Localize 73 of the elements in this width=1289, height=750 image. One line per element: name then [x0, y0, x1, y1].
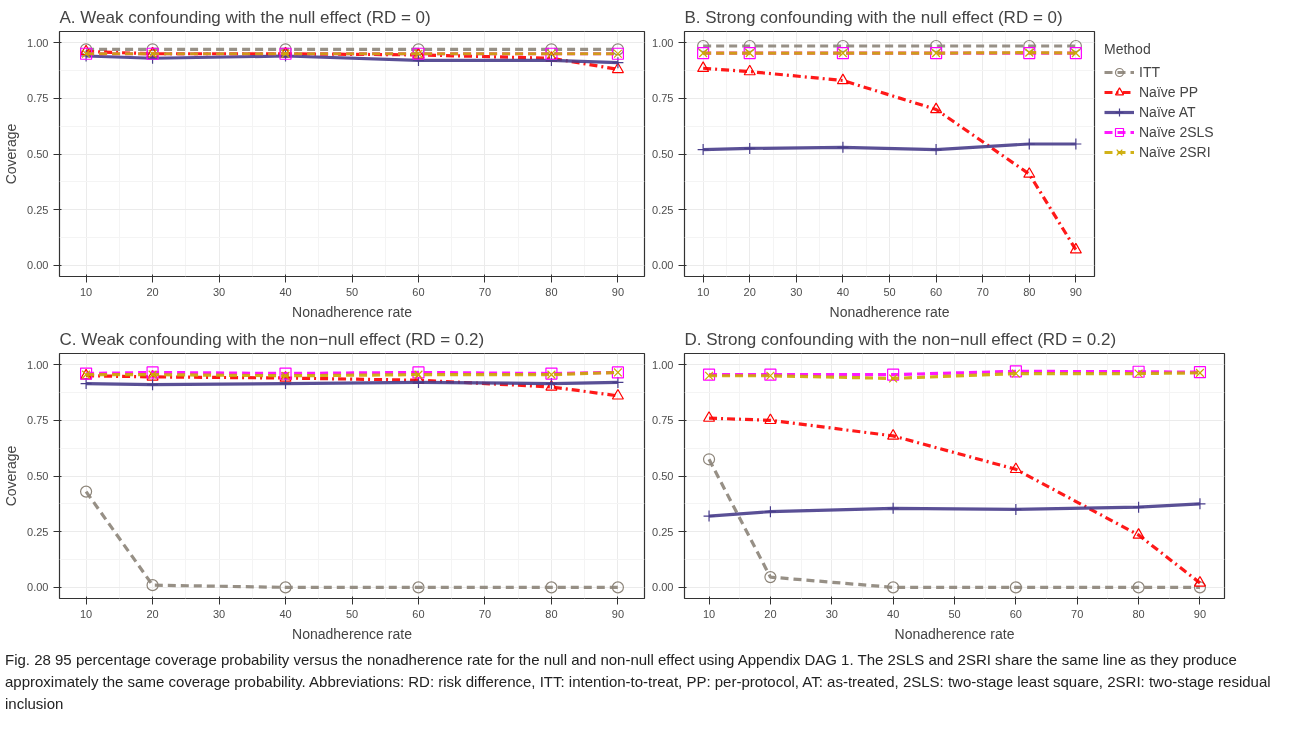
x-tick-label: 80: [545, 285, 558, 298]
y-tick-label: 1.00: [27, 358, 49, 371]
x-tick-label: 20: [764, 607, 777, 620]
y-tick-label: 0.50: [27, 148, 49, 160]
y-tick-label: 0.50: [652, 148, 674, 160]
x-tick-label: 70: [478, 607, 492, 620]
x-tick-label: 90: [1193, 607, 1207, 620]
y-tick-label: 1.00: [652, 36, 674, 49]
x-tick-label: 20: [146, 285, 159, 298]
x-tick-label: 60: [929, 285, 943, 298]
y-tick-label: 1.00: [652, 358, 674, 371]
y-axis-title: Coverage: [3, 445, 20, 507]
x-tick-label: 40: [836, 285, 850, 298]
y-tick-label: 0.25: [27, 203, 49, 216]
chart-title: A. Weak confounding with the null effect (RD = 0): [59, 7, 431, 27]
legend-label: Naïve AT: [1139, 104, 1196, 120]
x-tick-label: 50: [345, 285, 359, 298]
x-tick-label: 30: [212, 607, 226, 620]
x-tick-label: 80: [1023, 285, 1036, 298]
y-axis-title: Coverage: [3, 123, 20, 185]
x-tick-label: 30: [212, 285, 226, 298]
y-tick-label: 0.75: [27, 92, 49, 105]
legend-label: Naïve PP: [1139, 84, 1199, 100]
y-tick-label: 1.00: [27, 36, 49, 49]
x-tick-label: 10: [702, 607, 716, 620]
x-tick-label: 30: [825, 607, 838, 620]
x-axis-title: Nonadherence rate: [829, 303, 950, 320]
x-tick-label: 70: [976, 285, 989, 298]
x-tick-label: 60: [412, 285, 425, 298]
chart-title: D. Strong confounding with the non−null effect (RD = 0.2): [684, 329, 1117, 349]
y-tick-label: 0.50: [27, 470, 49, 482]
legend-title: Method: [1104, 41, 1152, 57]
x-tick-label: 10: [79, 607, 93, 620]
x-tick-label: 60: [412, 607, 425, 620]
x-tick-label: 20: [743, 285, 756, 298]
x-axis-title: Nonadherence rate: [894, 625, 1015, 642]
y-tick-label: 0.50: [652, 470, 674, 482]
chart-title: B. Strong confounding with the null effect (RD = 0): [684, 7, 1063, 27]
y-tick-label: 0.75: [27, 414, 49, 427]
x-tick-label: 50: [883, 285, 896, 298]
x-tick-label: 10: [697, 285, 710, 298]
x-tick-label: 90: [611, 607, 625, 620]
x-tick-label: 50: [345, 607, 359, 620]
legend-label: Naïve 2SRI: [1139, 144, 1211, 160]
y-tick-label: 0.00: [27, 259, 49, 272]
x-tick-label: 90: [611, 285, 625, 298]
x-tick-label: 50: [948, 607, 961, 620]
x-tick-label: 60: [1009, 607, 1022, 620]
x-tick-label: 30: [790, 285, 803, 298]
y-tick-label: 0.25: [652, 203, 674, 216]
x-tick-label: 40: [279, 285, 292, 298]
legend-label: Naïve 2SLS: [1139, 124, 1214, 140]
y-tick-label: 0.25: [27, 525, 49, 538]
x-axis-title: Nonadherence rate: [292, 625, 413, 642]
x-tick-label: 10: [79, 285, 93, 298]
x-tick-label: 80: [545, 607, 558, 620]
x-tick-label: 20: [146, 607, 159, 620]
x-tick-label: 80: [1132, 607, 1145, 620]
y-tick-label: 0.00: [27, 581, 49, 594]
x-tick-label: 40: [887, 607, 900, 620]
x-tick-label: 70: [478, 285, 492, 298]
y-tick-label: 0.25: [652, 525, 674, 538]
x-axis-title: Nonadherence rate: [292, 303, 413, 320]
y-tick-label: 0.00: [652, 581, 674, 594]
x-tick-label: 70: [1071, 607, 1084, 620]
y-tick-label: 0.75: [652, 92, 674, 105]
x-tick-label: 40: [279, 607, 292, 620]
legend-label: ITT: [1139, 64, 1160, 80]
y-tick-label: 0.75: [652, 414, 674, 427]
y-tick-label: 0.00: [652, 259, 674, 272]
x-tick-label: 90: [1069, 285, 1082, 298]
chart-title: C. Weak confounding with the non−null effect (RD = 0.2): [59, 329, 485, 349]
caption: Fig. 28 95 percentage coverage probability versus the nonadherence rate for the null and non-null effect using Appendix DAG 1. The 2SLS and 2SRI share the same line as they produce approximately the same coverage probability. Abbreviations: RD: risk difference, ITT: intention-to-treat, PP: per-protocol, AT: as-treated, 2SLS: two-stage least square, 2SRI: two-stage residual inclusion: [5, 650, 1272, 714]
